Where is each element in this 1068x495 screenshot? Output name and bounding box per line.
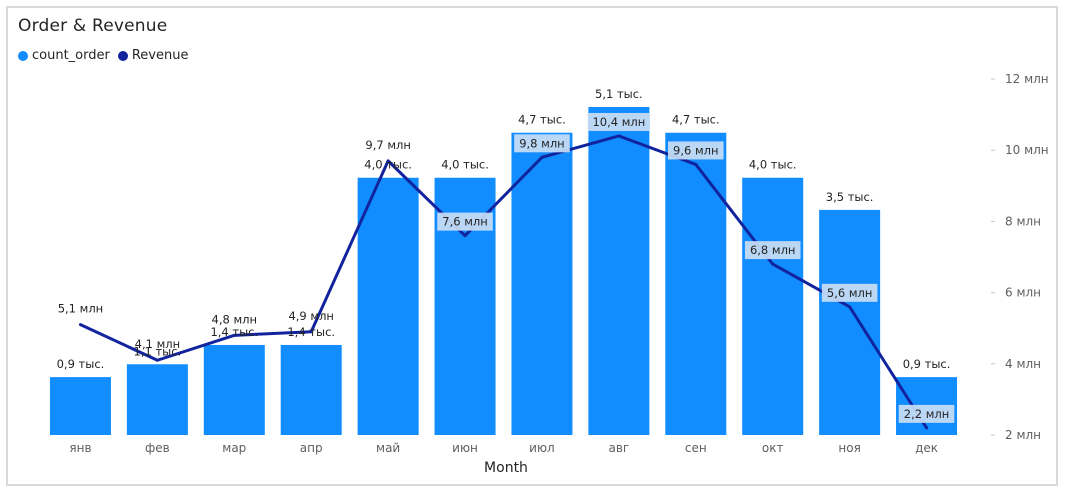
revenue-data-label: 6,8 млн <box>750 243 796 257</box>
revenue-label-background <box>821 283 878 302</box>
count-order-data-label: 4,0 тыс. <box>441 158 489 172</box>
revenue-data-label: 2,2 млн <box>904 407 950 421</box>
x-axis-tick-label: май <box>376 441 400 455</box>
count-order-data-label: 0,9 тыс. <box>903 357 951 371</box>
right-axis-tick-label: 2 млн <box>1005 428 1041 442</box>
bar[interactable] <box>588 107 650 435</box>
revenue-data-label: 9,7 млн <box>365 138 411 152</box>
legend-marker-revenue <box>117 50 128 61</box>
count-order-data-label: 1,4 тыс. <box>210 325 258 339</box>
revenue-point[interactable] <box>848 305 852 309</box>
revenue-point[interactable] <box>386 159 390 163</box>
bar[interactable] <box>203 344 265 435</box>
count-order-data-label: 3,5 тыс. <box>826 190 874 204</box>
x-axis-tick-label: фев <box>145 441 170 455</box>
revenue-data-label: 4,1 млн <box>135 337 181 351</box>
bar[interactable] <box>511 132 573 435</box>
count-order-data-label: 4,0 тыс. <box>364 158 412 172</box>
revenue-data-label: 4,9 млн <box>288 309 334 323</box>
right-axis-tick-label: 12 млн <box>1005 72 1049 86</box>
revenue-data-label: 5,6 млн <box>827 286 873 300</box>
bar[interactable] <box>742 177 804 435</box>
x-axis-tick-label: янв <box>69 441 91 455</box>
legend-label-revenue: Revenue <box>131 48 189 63</box>
count-order-data-label: 4,7 тыс. <box>672 113 720 127</box>
bar[interactable] <box>665 132 727 435</box>
count-order-data-label: 0,9 тыс. <box>57 357 105 371</box>
revenue-data-label: 4,8 млн <box>212 312 258 326</box>
revenue-point[interactable] <box>925 426 929 430</box>
revenue-data-label: 9,6 млн <box>673 143 719 157</box>
revenue-data-label: 9,8 млн <box>519 136 565 150</box>
legend-label-count-order: count_order <box>32 48 110 63</box>
x-axis-tick-label: сен <box>685 441 707 455</box>
chart-title: Order & Revenue <box>18 16 168 36</box>
x-axis-title: Month <box>484 460 528 476</box>
right-axis-tick-label: 10 млн <box>1005 143 1049 157</box>
revenue-data-label: 7,6 млн <box>442 215 488 229</box>
x-axis-tick-label: июл <box>529 441 555 455</box>
legend: count_order Revenue <box>18 48 196 63</box>
x-axis-tick-label: авг <box>609 441 630 455</box>
bar[interactable] <box>49 377 111 435</box>
revenue-point[interactable] <box>463 234 467 238</box>
bar[interactable] <box>819 209 881 435</box>
revenue-line <box>79 134 928 429</box>
x-axis-tick-label: мар <box>222 441 246 455</box>
revenue-point[interactable] <box>232 333 236 337</box>
revenue-label-background <box>667 141 724 160</box>
bar[interactable] <box>126 364 188 435</box>
revenue-point[interactable] <box>694 162 698 166</box>
count-order-data-label: 1,1 тыс. <box>134 344 182 358</box>
right-axis-tick-label: 4 млн <box>1005 357 1041 371</box>
revenue-point[interactable] <box>540 155 544 159</box>
revenue-label-background <box>744 241 801 260</box>
revenue-label-background <box>514 134 570 153</box>
legend-item-revenue[interactable]: Revenue <box>117 48 189 63</box>
revenue-point[interactable] <box>309 330 313 334</box>
x-axis-tick-label: окт <box>762 441 784 455</box>
right-axis-tick-label: 6 млн <box>1005 286 1041 300</box>
revenue-point[interactable] <box>771 262 775 266</box>
revenue-data-label: 10,4 млн <box>592 115 645 129</box>
x-axis-tick-label: ноя <box>838 441 860 455</box>
revenue-label-background <box>587 112 651 131</box>
count-order-data-label: 4,7 тыс. <box>518 113 566 127</box>
x-axis-tick-label: июн <box>452 441 478 455</box>
legend-item-count-order[interactable]: count_order <box>18 48 110 63</box>
revenue-label-background <box>898 404 955 423</box>
revenue-label-background <box>437 212 493 231</box>
x-axis-tick-label: дек <box>915 441 938 455</box>
right-axis-tick-label: 8 млн <box>1005 214 1041 228</box>
revenue-data-label: 5,1 млн <box>58 302 104 316</box>
count-order-data-label: 5,1 тыс. <box>595 87 643 101</box>
x-axis-tick-label: апр <box>300 441 323 455</box>
bar[interactable] <box>280 344 342 435</box>
revenue-point[interactable] <box>617 134 621 138</box>
count-order-data-label: 1,4 тыс. <box>287 325 335 339</box>
bar[interactable] <box>357 177 419 435</box>
revenue-point[interactable] <box>155 358 159 362</box>
count-order-data-label: 4,0 тыс. <box>749 158 797 172</box>
legend-marker-count-order <box>18 50 28 61</box>
revenue-point[interactable] <box>78 323 82 327</box>
